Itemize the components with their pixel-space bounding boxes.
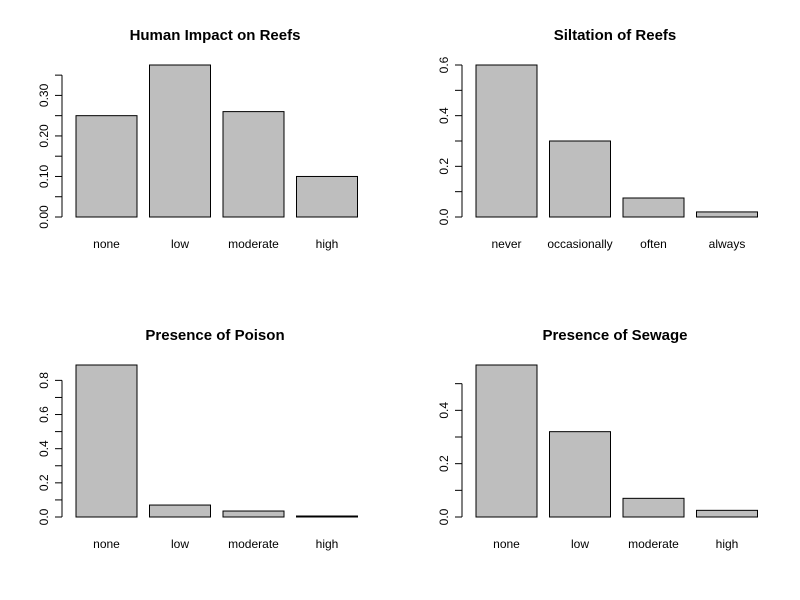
category-label: none <box>493 537 520 551</box>
y-tick-label: 0.4 <box>437 107 451 124</box>
bar <box>475 64 538 218</box>
bar <box>696 211 758 218</box>
category-label: moderate <box>228 237 279 251</box>
y-tick-label: 0.0 <box>37 508 51 525</box>
panel-title: Siltation of Reefs <box>554 27 677 44</box>
panel-siltation: Siltation of Reefs never occasionally ofte… <box>437 27 758 251</box>
y-tick-label: 0.2 <box>437 455 451 472</box>
category-label: moderate <box>628 537 679 551</box>
category-label: occasionally <box>547 237 612 251</box>
category-label: low <box>171 537 189 551</box>
y-tick-label: 0.0 <box>437 508 451 525</box>
bar <box>475 364 538 518</box>
y-tick-label: 0.2 <box>37 474 51 491</box>
panel-title: Human Impact on Reefs <box>130 27 301 44</box>
bar <box>149 64 211 218</box>
category-label: none <box>93 237 120 251</box>
category-label: low <box>171 237 189 251</box>
bar <box>696 509 758 518</box>
y-tick-label: 0.4 <box>37 440 51 457</box>
bar <box>222 111 285 218</box>
bar <box>622 497 685 518</box>
category-label: high <box>316 237 339 251</box>
panel-sewage: Presence of Sewage none low moderate high 0.… <box>437 327 758 551</box>
bar <box>296 515 358 518</box>
bar <box>75 364 138 518</box>
panel-poison: Presence of Poison none low moderate high 0.… <box>37 327 358 551</box>
y-tick-label: 0.8 <box>37 372 51 389</box>
category-label: high <box>716 537 739 551</box>
y-tick-label: 0.10 <box>37 164 51 188</box>
y-tick-label: 0.6 <box>437 56 451 73</box>
category-label: often <box>640 237 667 251</box>
y-tick-label: 0.6 <box>37 406 51 423</box>
bar <box>149 504 211 518</box>
y-tick-label: 0.30 <box>37 83 51 107</box>
y-tick-label: 0.20 <box>37 124 51 148</box>
y-tick-label: 0.0 <box>437 208 451 225</box>
panel-title: Presence of Poison <box>145 327 284 344</box>
category-label: moderate <box>228 537 279 551</box>
category-label: high <box>316 537 339 551</box>
category-label: always <box>709 237 746 251</box>
bar <box>222 510 285 518</box>
bar <box>622 197 685 218</box>
category-label: none <box>93 537 120 551</box>
y-tick-label: 0.00 <box>37 205 51 229</box>
bar <box>75 115 138 218</box>
category-label: never <box>491 237 521 251</box>
bar <box>549 140 611 218</box>
panel-human-impact: Human Impact on Reefs none low moderate hig… <box>37 27 358 251</box>
panel-title: Presence of Sewage <box>542 327 687 344</box>
y-tick-label: 0.4 <box>437 402 451 419</box>
y-tick-label: 0.2 <box>437 158 451 175</box>
bar <box>296 175 358 218</box>
category-label: low <box>571 537 589 551</box>
bar <box>549 431 611 518</box>
